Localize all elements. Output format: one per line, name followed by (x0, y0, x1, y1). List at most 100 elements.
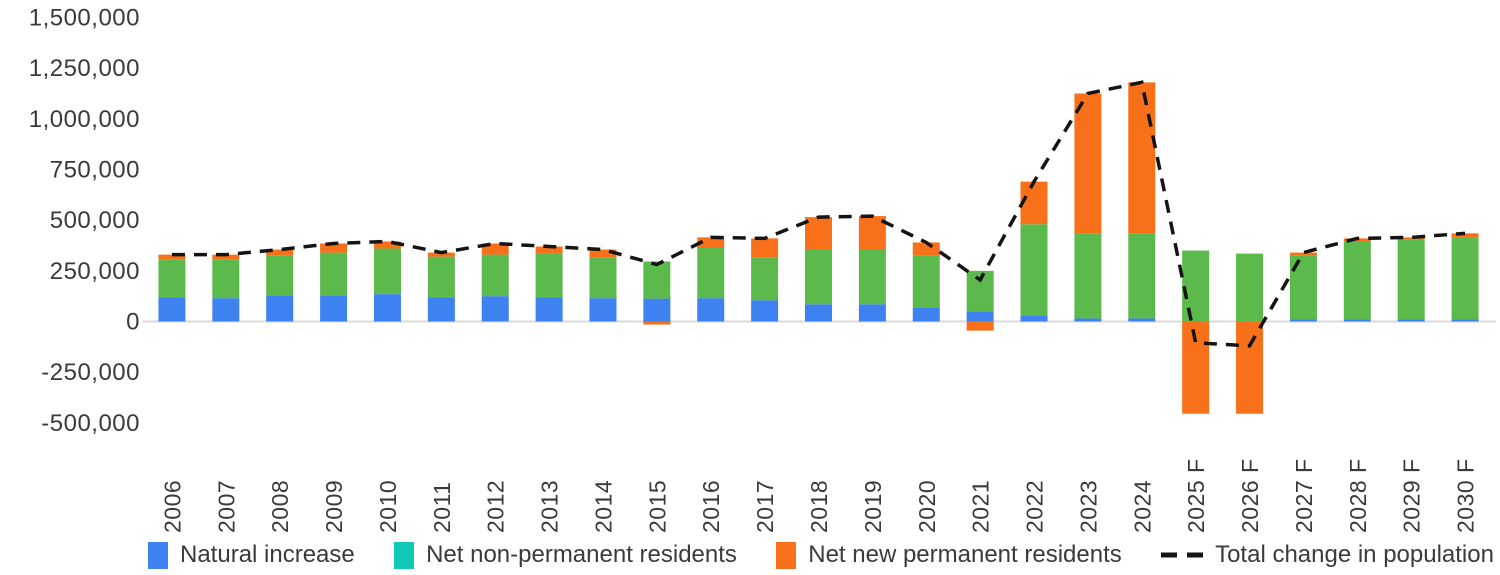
bar-segment (481, 254, 509, 297)
y-axis-tick-label: 1,250,000 (29, 55, 140, 82)
x-axis-tick-label: 2022 (1022, 480, 1048, 533)
bar-segment (1451, 319, 1479, 322)
bar-segment (1236, 253, 1264, 322)
bar-segment (643, 261, 671, 299)
bar-segment (858, 304, 886, 322)
bar-segment (1343, 319, 1371, 322)
legend-swatch-icon (148, 541, 168, 569)
bar-segment (966, 321, 994, 331)
x-axis-tick-label: 2021 (968, 480, 994, 533)
y-axis-tick-label: 750,000 (50, 156, 140, 183)
x-axis-tick-label: 2027 F (1291, 458, 1317, 533)
x-axis-tick-label: 2030 F (1453, 458, 1479, 533)
x-axis-tick-label: 2018 (806, 480, 832, 533)
bar-segment (589, 257, 617, 299)
chart-plot-area: 1,500,000 1,250,000 1,000,000 750,000 500,00… (29, 4, 1496, 533)
x-axis-tick-label: 2024 (1129, 480, 1155, 533)
bar-segment (1182, 250, 1210, 322)
bar-segment (158, 297, 186, 322)
bar-segment (1397, 239, 1425, 320)
bar-segment (320, 243, 348, 253)
bar-segment (535, 246, 563, 254)
bar-segment (212, 254, 240, 260)
bar-segment (1074, 93, 1102, 234)
x-axis-tick-label: 2023 (1075, 480, 1101, 533)
x-axis-tick-label: 2028 F (1345, 458, 1371, 533)
chart-legend: Natural increase Net non-permanent reside… (148, 539, 1494, 571)
bar-segment (858, 249, 886, 305)
bar-segment (751, 257, 779, 301)
legend-swatch-icon (776, 541, 797, 569)
bar-segment (912, 255, 940, 308)
bar-segment (1020, 224, 1048, 316)
y-axis-tick-label: 1,000,000 (29, 106, 140, 133)
bar-segment (751, 238, 779, 258)
bar-segment (320, 295, 348, 322)
bar-segment (966, 311, 994, 322)
bar-segment (1451, 237, 1479, 320)
total-change-line (171, 80, 1466, 348)
y-axis-tick-label: -250,000 (41, 359, 140, 386)
x-axis-tick-label: 2014 (590, 480, 616, 533)
legend-label: Net new permanent residents (808, 541, 1122, 568)
x-axis-tick-label: 2026 F (1237, 458, 1263, 533)
bar-segment (320, 252, 348, 296)
legend-label: Natural increase (180, 541, 355, 568)
bar-segment (805, 249, 832, 305)
bar-segment (481, 296, 509, 322)
dashed-line-icon (1161, 552, 1204, 558)
legend-swatch-icon (394, 541, 415, 569)
bar-segment (1128, 233, 1156, 319)
bar-segment (1020, 181, 1048, 225)
bar-segment (805, 217, 832, 250)
x-axis-tick-label: 2016 (698, 480, 724, 533)
bar-segment (589, 298, 617, 322)
bar-segment (1074, 318, 1102, 322)
x-axis-tick-label: 2025 F (1183, 458, 1209, 533)
legend-item: Total change in population (1161, 541, 1494, 569)
bar-segment (158, 254, 186, 260)
x-axis-tick-label: 2017 (752, 480, 778, 533)
bar-segment (373, 241, 401, 249)
bar-segment (1451, 233, 1479, 238)
bar-segment (912, 307, 940, 322)
y-axis-tick-label: 0 (126, 309, 140, 336)
x-axis-tick-label: 2012 (483, 480, 509, 533)
bar-segment (427, 256, 455, 298)
bar-segment (373, 294, 401, 322)
bar-segment (1020, 315, 1048, 322)
bar-segment (1236, 321, 1264, 414)
bar-segment (427, 252, 455, 257)
bar-segment (535, 253, 563, 298)
bar-segment (212, 298, 240, 322)
bar-segment (1397, 319, 1425, 322)
y-axis-tick-label: 500,000 (50, 207, 140, 234)
legend-item: Net non-permanent residents (394, 541, 737, 569)
y-axis-tick-label: -500,000 (41, 410, 140, 437)
bar-segment (212, 259, 240, 299)
x-axis-tick-label: 2029 F (1399, 458, 1425, 533)
x-axis-tick-label: 2019 (860, 480, 886, 533)
bar-segment (535, 297, 563, 322)
legend-item: Natural increase (148, 541, 355, 569)
bar-segment (1343, 241, 1371, 320)
bar-segment (1289, 319, 1317, 322)
bar-segment (373, 248, 401, 295)
bar-segment (1128, 82, 1156, 234)
x-axis-tick-label: 2007 (213, 480, 239, 533)
bar-segment (643, 298, 671, 322)
bar-segment (1289, 252, 1317, 256)
bar-segment (751, 300, 779, 322)
bar-segment (643, 321, 671, 325)
bar-segment (266, 249, 294, 256)
x-axis-tick-label: 2009 (321, 480, 347, 533)
bar-segment (266, 255, 294, 296)
bar-segment (697, 298, 725, 322)
legend-label: Total change in population (1215, 541, 1494, 568)
bar-segment (1397, 237, 1425, 240)
bar-segment (589, 249, 617, 258)
legend-item: Net new permanent residents (776, 541, 1122, 569)
x-axis-tick-label: 2010 (375, 480, 401, 533)
x-axis-tick-label: 2020 (914, 480, 940, 533)
